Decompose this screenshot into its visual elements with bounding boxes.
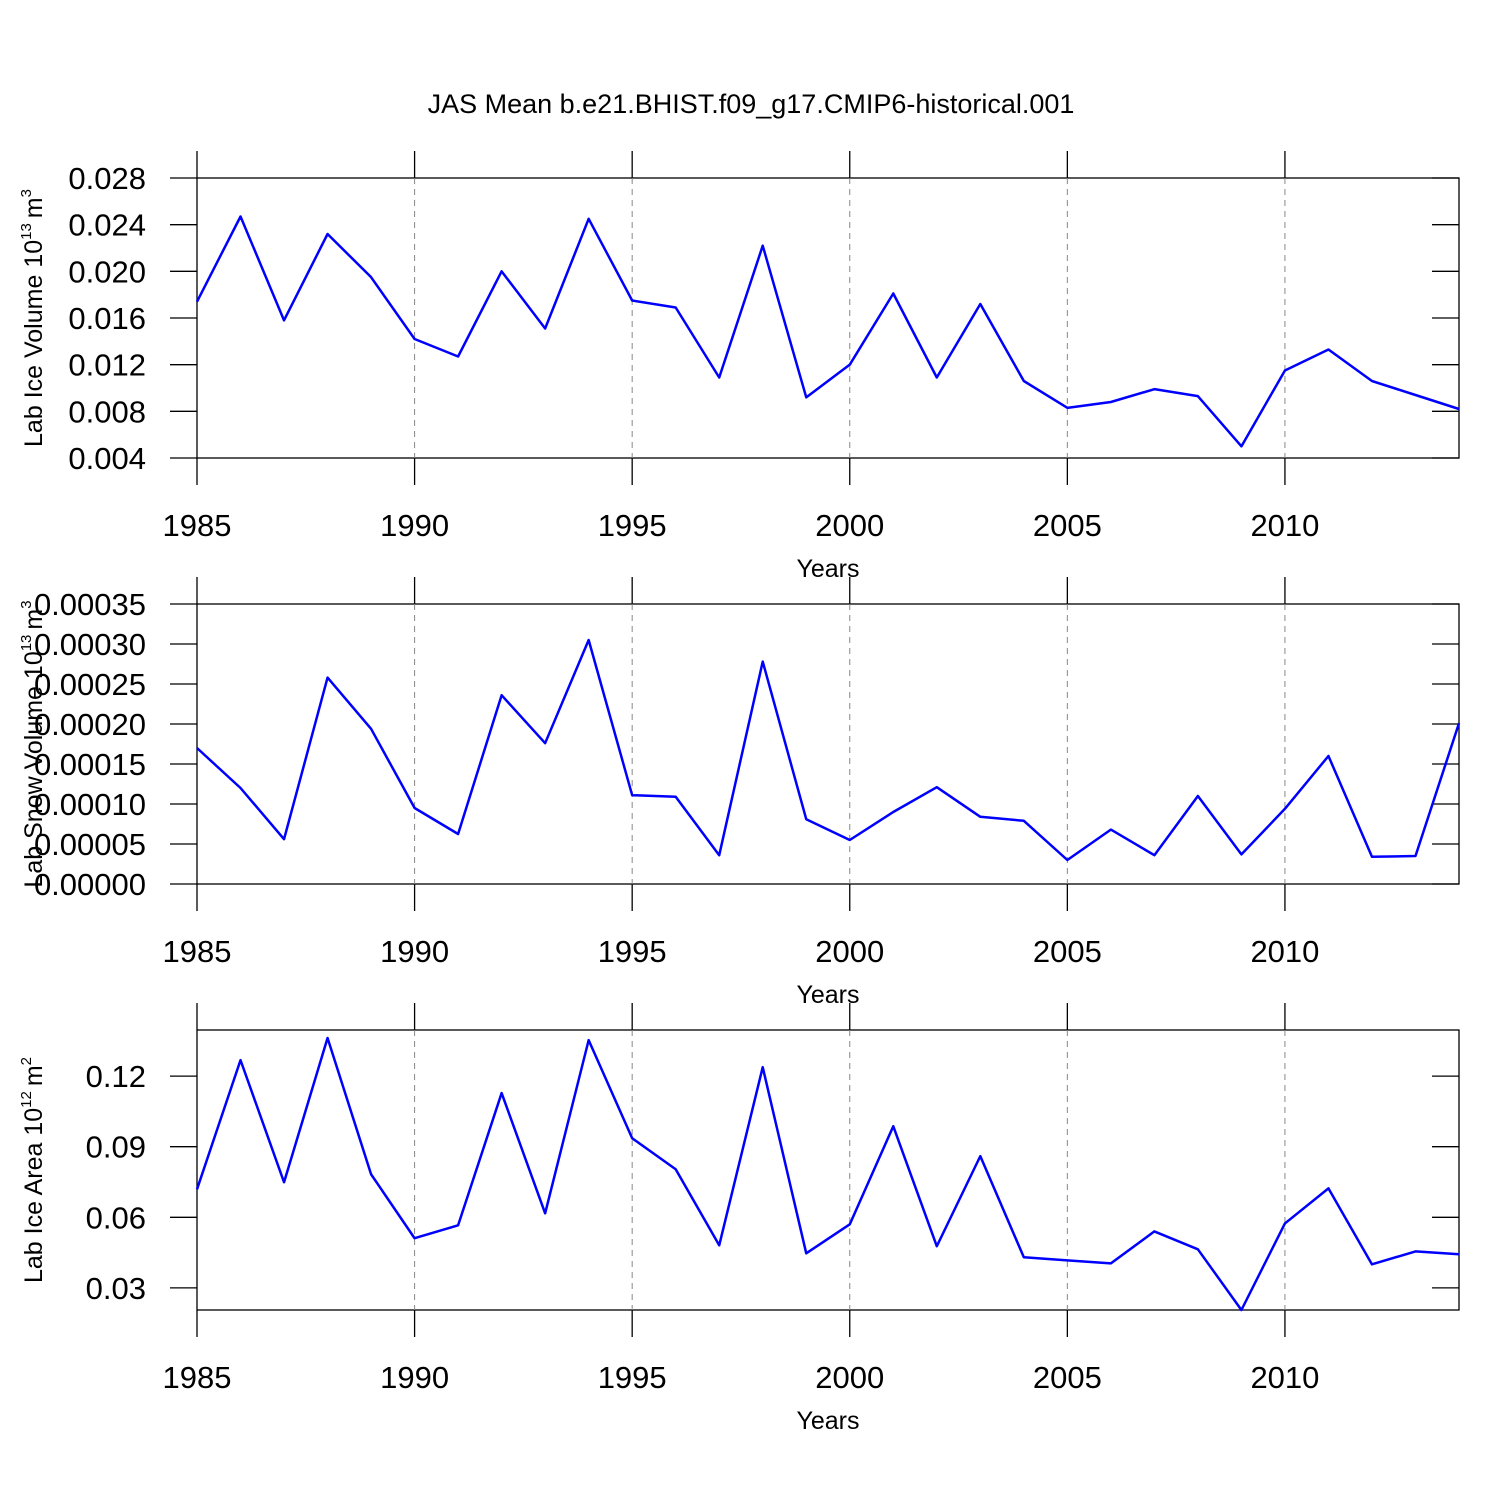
x-tick-label: 1985 [163, 934, 232, 969]
x-axis-label: Years [796, 981, 859, 1009]
plot-frame [196, 1029, 1460, 1311]
y-tick-label: 0.020 [68, 254, 146, 289]
x-tick-label: 2000 [815, 934, 884, 969]
x-tick-label: 1995 [598, 934, 667, 969]
y-tick-label: 0.00015 [34, 747, 146, 782]
x-axis-label: Years [796, 1407, 859, 1435]
y-axis-label-part: 2 [18, 1057, 35, 1065]
x-tick-label: 2005 [1033, 1360, 1102, 1395]
data-line [195, 215, 1460, 448]
y-axis-label-part: 12 [18, 1091, 35, 1108]
y-axis-label-part: Lab Ice Volume 10 [20, 240, 48, 447]
data-line [196, 638, 1461, 862]
y-tick-label: 0.008 [68, 394, 146, 429]
y-axis-label: Lab Ice Area 1012 m2 [18, 1057, 48, 1283]
y-tick-label: 0.00025 [34, 667, 146, 702]
y-axis-label-part: Lab Snow Volume 10 [20, 651, 48, 887]
y-axis-label-part: 13 [18, 223, 35, 240]
y-axis-label-part: m [20, 197, 48, 218]
y-axis-label-part: m [20, 1065, 48, 1086]
x-tick-label: 2000 [815, 508, 884, 543]
y-tick-label: 0.06 [86, 1200, 146, 1235]
x-axis-label: Years [796, 555, 859, 583]
y-tick-label: 0.024 [68, 208, 146, 243]
x-tick-label: 1990 [380, 934, 449, 969]
y-axis-label-part: 3 [18, 189, 35, 197]
y-axis-label: Lab Ice Volume 1013 m3 [18, 189, 48, 447]
plot-frame [196, 603, 1460, 885]
x-tick-label: 1985 [163, 508, 232, 543]
x-tick-label: 1990 [380, 508, 449, 543]
y-axis-label-part: m [20, 609, 48, 630]
x-tick-label: 2010 [1250, 508, 1319, 543]
data-line [195, 1036, 1460, 1312]
y-tick-label: 0.12 [86, 1059, 146, 1094]
x-tick-label: 2010 [1250, 934, 1319, 969]
y-tick-label: 0.00000 [34, 867, 146, 902]
y-axis-label-part: 3 [18, 600, 35, 608]
y-tick-label: 0.09 [86, 1130, 146, 1165]
y-tick-label: 0.00010 [34, 787, 146, 822]
x-tick-label: 2010 [1250, 1360, 1319, 1395]
x-tick-label: 2005 [1033, 934, 1102, 969]
y-tick-label: 0.03 [86, 1271, 146, 1306]
y-tick-label: 0.00020 [34, 707, 146, 742]
y-tick-label: 0.012 [68, 348, 146, 383]
chart-title: JAS Mean b.e21.BHIST.f09_g17.CMIP6-histo… [428, 89, 1075, 119]
y-tick-label: 0.00035 [34, 587, 146, 622]
y-tick-label: 0.00030 [34, 627, 146, 662]
y-tick-label: 0.016 [68, 301, 146, 336]
x-tick-label: 2000 [815, 1360, 884, 1395]
x-tick-label: 1985 [163, 1360, 232, 1395]
y-tick-label: 0.028 [68, 161, 146, 196]
y-axis-label: Lab Snow Volume 1013 m3 [18, 600, 48, 887]
y-axis-label-part: 13 [18, 635, 35, 652]
y-tick-label: 0.004 [68, 441, 146, 476]
x-tick-label: 1995 [598, 508, 667, 543]
x-tick-label: 1990 [380, 1360, 449, 1395]
y-tick-label: 0.00005 [34, 827, 146, 862]
y-axis-label-part: Lab Ice Area 10 [20, 1108, 48, 1283]
x-tick-label: 2005 [1033, 508, 1102, 543]
x-tick-label: 1995 [598, 1360, 667, 1395]
plot-frame [196, 177, 1460, 459]
